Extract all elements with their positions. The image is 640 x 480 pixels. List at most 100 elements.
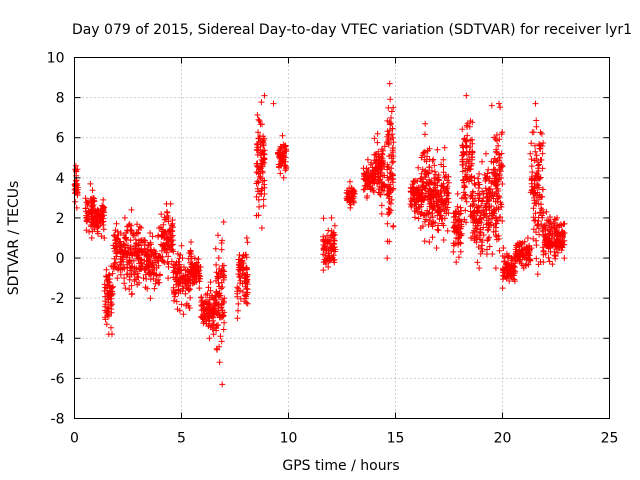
data-point <box>128 291 135 298</box>
data-point <box>435 227 442 234</box>
data-point <box>182 290 189 297</box>
data-point <box>170 287 177 294</box>
data-point <box>547 248 554 255</box>
data-point <box>421 148 428 155</box>
data-point <box>378 210 385 217</box>
data-point <box>475 204 481 211</box>
data-point <box>126 286 133 293</box>
data-point <box>494 182 500 188</box>
data-point <box>102 303 108 310</box>
chart-title: Day 079 of 2015, Sidereal Day-to-day VTE… <box>72 22 632 38</box>
data-point <box>213 289 220 296</box>
data-point <box>385 211 392 218</box>
data-point <box>461 182 468 189</box>
data-point <box>235 300 242 307</box>
data-point <box>549 261 556 268</box>
data-point <box>429 157 436 164</box>
data-point <box>520 265 527 272</box>
data-point <box>445 179 452 186</box>
data-point <box>533 237 540 244</box>
data-point <box>491 175 498 182</box>
data-point <box>351 199 357 206</box>
data-point <box>378 169 385 176</box>
data-point <box>519 262 526 269</box>
data-point <box>501 266 508 273</box>
data-point <box>215 232 221 239</box>
data-point <box>379 187 385 194</box>
data-point <box>540 223 547 230</box>
data-point <box>444 227 451 234</box>
data-point <box>531 194 538 201</box>
data-point <box>218 285 225 292</box>
data-point <box>207 279 214 286</box>
data-point <box>372 151 379 158</box>
data-point <box>219 311 226 318</box>
data-point <box>503 250 510 257</box>
data-point <box>431 175 438 182</box>
data-point <box>496 247 503 254</box>
data-point <box>144 285 151 292</box>
data-points <box>71 80 568 388</box>
data-point <box>218 246 225 253</box>
data-point <box>435 209 442 216</box>
data-point <box>425 170 432 177</box>
data-point <box>407 188 414 195</box>
data-point <box>473 208 480 215</box>
data-point <box>374 180 380 187</box>
data-point <box>218 279 225 286</box>
data-point <box>122 285 129 292</box>
data-point <box>450 210 457 217</box>
data-point <box>161 259 168 266</box>
data-point <box>462 207 469 214</box>
data-point <box>463 149 470 156</box>
data-point <box>533 123 540 130</box>
data-point <box>258 165 265 172</box>
data-point <box>380 147 387 154</box>
data-point <box>182 273 189 280</box>
data-point <box>158 211 165 218</box>
data-point <box>362 176 369 183</box>
data-point <box>373 158 380 165</box>
data-point <box>176 255 183 262</box>
data-point <box>441 174 448 181</box>
data-point <box>213 322 220 329</box>
data-point <box>450 248 457 255</box>
data-point <box>441 144 448 151</box>
data-point <box>467 118 474 124</box>
data-point <box>182 266 189 273</box>
data-point <box>132 268 139 275</box>
data-point <box>546 258 553 265</box>
data-point <box>554 249 561 256</box>
data-point <box>374 130 381 137</box>
data-point <box>434 146 441 153</box>
data-point <box>172 261 179 268</box>
data-point <box>260 141 267 147</box>
data-point <box>217 333 224 340</box>
data-point <box>499 285 506 292</box>
data-point <box>244 239 251 246</box>
data-point <box>463 142 470 149</box>
data-point <box>145 251 152 258</box>
data-point <box>412 214 418 221</box>
data-point <box>157 271 163 278</box>
data-point <box>491 210 498 217</box>
data-point <box>221 268 228 275</box>
data-point <box>429 234 436 241</box>
data-point <box>384 163 391 170</box>
data-point <box>126 252 133 258</box>
data-point <box>472 182 479 188</box>
data-point <box>198 313 205 320</box>
data-point <box>270 100 277 107</box>
data-point <box>88 198 95 205</box>
data-point <box>498 203 505 210</box>
data-point <box>96 211 103 218</box>
y-tick-label: 0 <box>56 251 65 267</box>
data-point <box>528 140 535 147</box>
data-point <box>492 136 499 142</box>
data-point <box>561 255 568 262</box>
data-point <box>235 256 242 263</box>
data-point <box>83 227 90 234</box>
data-point <box>204 290 211 297</box>
data-point <box>384 133 391 140</box>
data-point <box>111 245 118 252</box>
